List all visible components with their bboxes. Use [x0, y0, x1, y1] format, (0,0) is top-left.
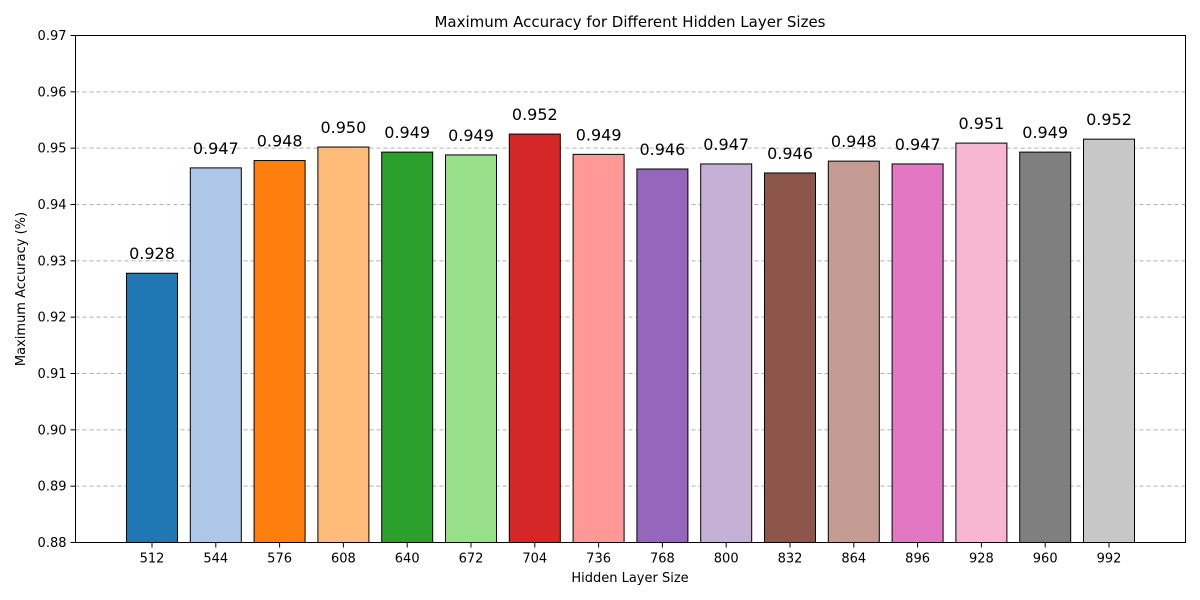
bar-928	[955, 142, 1008, 543]
bar-896	[891, 163, 944, 543]
bar-608	[317, 146, 370, 543]
x-axis-label: Hidden Layer Size	[571, 571, 688, 586]
x-tick-label: 832	[778, 552, 803, 567]
bar-800	[700, 163, 753, 543]
bars	[126, 133, 1135, 544]
y-tick-label: 0.94	[38, 198, 67, 213]
x-tick-label: 960	[1033, 552, 1058, 567]
bar-736	[572, 153, 625, 543]
y-tick-label: 0.90	[38, 423, 67, 438]
x-tick-label: 608	[331, 552, 356, 567]
plot-frame	[75, 35, 1186, 543]
bar-value-label: 0.950	[320, 118, 366, 137]
bar-992	[1083, 138, 1135, 544]
bar-value-label: 0.928	[129, 244, 175, 263]
x-tick-label: 576	[267, 552, 292, 567]
x-tick-label: 896	[905, 552, 930, 567]
x-tick-label: 992	[1097, 552, 1122, 567]
x-tick-label: 800	[714, 552, 739, 567]
bar-value-label: 0.946	[639, 140, 685, 159]
y-tick-label: 0.91	[38, 367, 67, 382]
y-tick-label: 0.95	[38, 142, 67, 157]
bar-value-label: 0.947	[895, 135, 941, 154]
x-tick-label: 672	[459, 552, 484, 567]
y-tick-label: 0.97	[38, 29, 67, 44]
bar-512	[126, 272, 178, 543]
y-axis-ticks: 0.88 0.89 0.90 0.91 0.92 0.93 0.94 0.95 0.96 0.97	[38, 29, 76, 551]
bar-value-label: 0.948	[831, 132, 877, 151]
x-tick-label: 864	[841, 552, 866, 567]
bar-value-label: 0.947	[703, 135, 749, 154]
y-tick-label: 0.88	[38, 536, 67, 551]
bar-768	[636, 168, 689, 543]
bar-640	[381, 151, 434, 544]
bar-value-label: 0.952	[1086, 110, 1132, 129]
bar-value-label: 0.948	[257, 132, 303, 151]
y-tick-label: 0.93	[38, 254, 67, 269]
y-axis-label: Maximum Accuracy (%)	[14, 212, 29, 366]
x-tick-label: 768	[650, 552, 675, 567]
bar-value-label: 0.946	[767, 144, 813, 163]
chart-title: Maximum Accuracy for Different Hidden La…	[434, 13, 825, 31]
bar-960	[1019, 151, 1072, 544]
y-tick-label: 0.92	[38, 311, 67, 326]
bar-value-label: 0.947	[193, 139, 239, 158]
bar-value-label: 0.949	[576, 125, 622, 144]
grid-lines	[75, 91, 1186, 487]
bar-value-label: 0.949	[1022, 123, 1068, 142]
bar-864	[827, 160, 880, 544]
bar-672	[445, 154, 497, 543]
bar-576	[253, 160, 306, 543]
bar-832	[764, 172, 816, 543]
y-tick-label: 0.89	[38, 480, 67, 495]
bar-544	[189, 167, 242, 543]
x-axis-ticks: 512 544 576 608 640 672 704 736 768 800 832 864 896 9…	[140, 542, 1122, 567]
x-tick-label: 544	[203, 552, 228, 567]
bar-value-label: 0.951	[958, 114, 1004, 133]
x-tick-label: 928	[969, 552, 994, 567]
value-labels: 0.928 0.947 0.948 0.950 0.949 0.949 0.952 0.949…	[129, 105, 1132, 263]
bar-value-label: 0.949	[448, 126, 494, 145]
y-tick-label: 0.96	[38, 85, 67, 100]
x-tick-label: 736	[586, 552, 611, 567]
x-tick-label: 640	[395, 552, 420, 567]
bar-value-label: 0.952	[512, 105, 558, 124]
bar-704	[508, 133, 561, 543]
x-tick-label: 704	[522, 552, 547, 567]
bar-value-label: 0.949	[384, 123, 430, 142]
x-tick-label: 512	[140, 552, 165, 567]
